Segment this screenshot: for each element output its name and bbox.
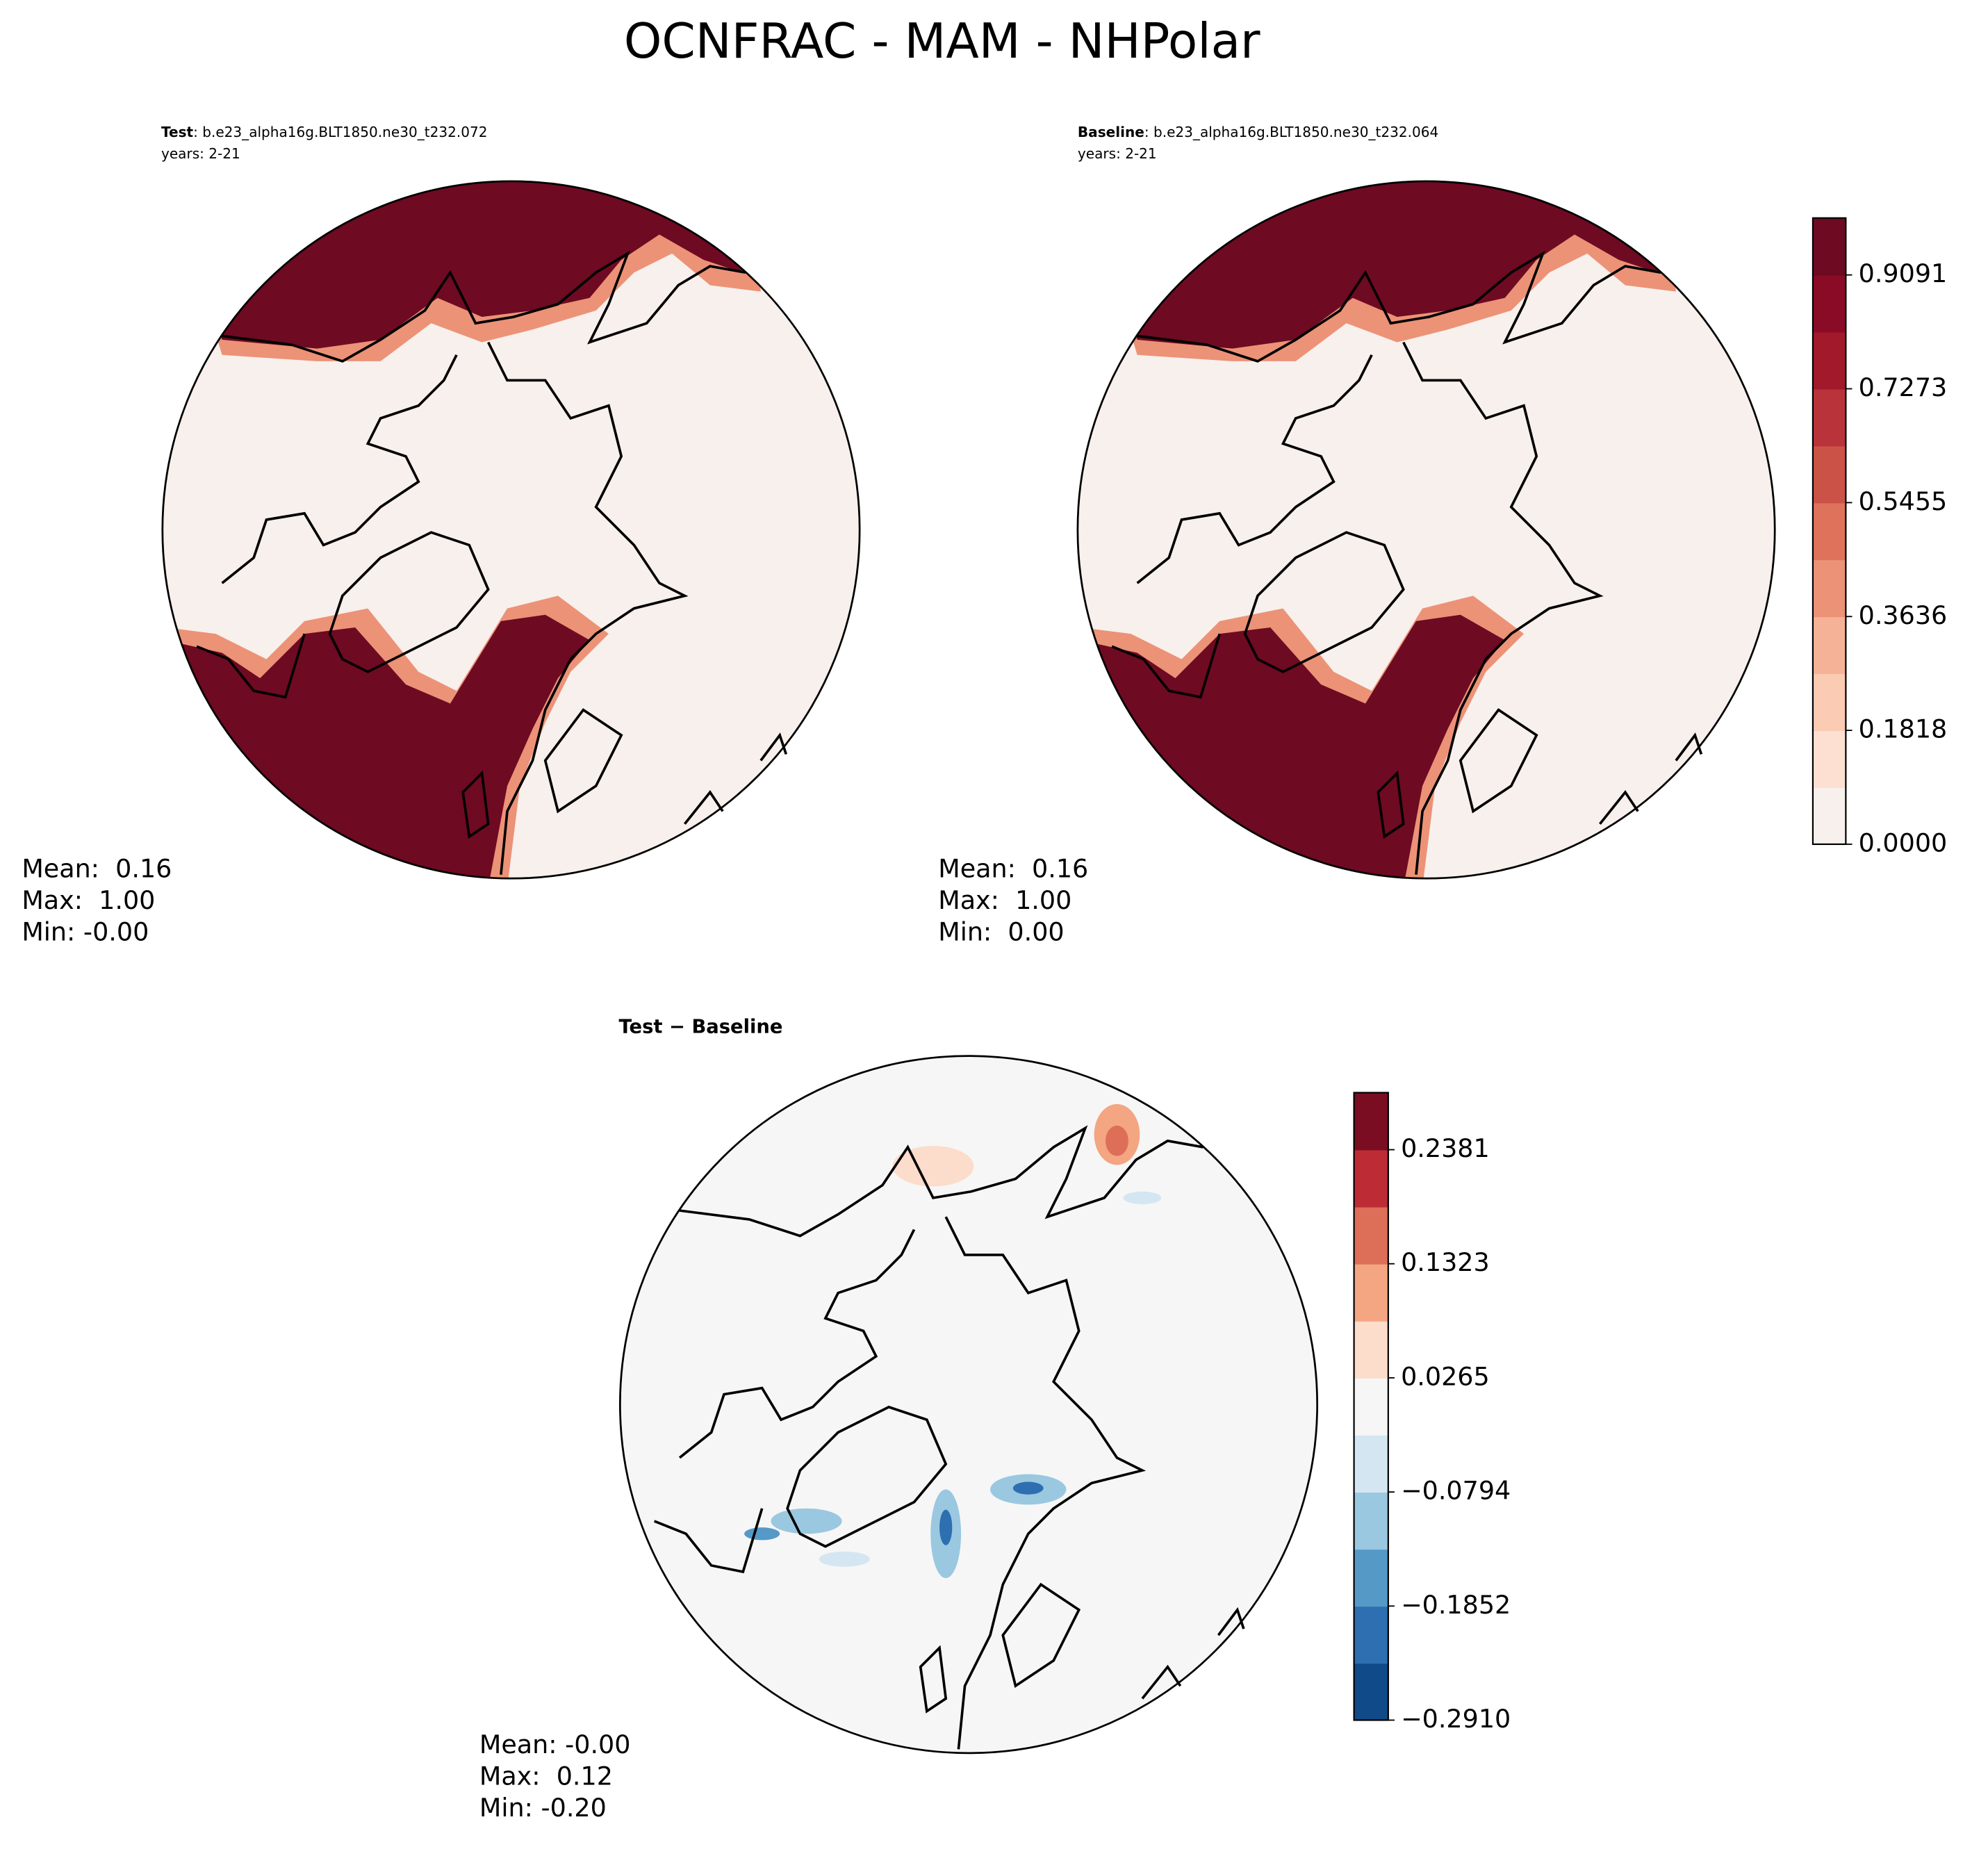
colorbar-frame [1812,217,1847,846]
map-panel [161,180,861,880]
panel-label: Baseline [1078,124,1144,140]
map-boundary [618,1055,1319,1755]
panel-header: Baseline: b.e23_alpha16g.BLT1850.ne30_t2… [1078,124,1438,140]
stat: Max: 0.12 [479,1761,613,1791]
years: years: 2-21 [1078,145,1157,162]
stat: Mean: 0.16 [938,853,1088,883]
colorbar-band [1812,616,1846,675]
colorbar-tick-label: 0.3636 [1859,600,1948,630]
map-field [620,1056,1317,1753]
stat: Max: 1.00 [22,885,155,915]
anomaly-blob [1012,1481,1044,1495]
colorbar-band [1354,1435,1388,1493]
map-panel [1076,180,1776,880]
stat: Max: 1.00 [938,885,1071,915]
stat: Min: 0.00 [938,917,1064,947]
anomaly-blob [939,1509,953,1545]
panel-header: Test: b.e23_alpha16g.BLT1850.ne30_t232.0… [161,124,488,140]
colorbar-band [1812,502,1846,561]
colorbar-band [1354,1377,1388,1436]
ocean-background [620,1056,1317,1753]
map-panel [618,1055,1319,1755]
stat: Mean: 0.16 [22,853,172,883]
colorbar-band [1812,787,1846,845]
colorbar-tick-label: 0.0265 [1401,1361,1490,1391]
colorbar-tick-label: −0.1852 [1401,1590,1511,1620]
stat: Min: -0.20 [479,1793,607,1823]
figure-title: OCNFRAC - MAM - NHPolar [624,14,1260,69]
colorbar-tick-label: 0.7273 [1859,372,1948,402]
colorbar-band [1812,274,1846,333]
case-name: : b.e23_alpha16g.BLT1850.ne30_t232.072 [193,124,487,140]
anomaly-blob [1123,1191,1162,1205]
colorbar-tick-label: −0.2910 [1401,1704,1511,1734]
colorbar-band [1812,331,1846,390]
colorbar-band [1354,1549,1388,1607]
colorbar-band [1354,1606,1388,1664]
colorbar-band [1812,388,1846,447]
anomaly-blob [771,1508,842,1534]
maps [161,180,1776,1755]
years: years: 2-21 [161,145,240,162]
colorbar-frame [1353,1092,1389,1721]
colorbar-band [1812,730,1846,788]
anomaly-blob [819,1551,870,1567]
stat: Mean: -0.00 [479,1730,631,1759]
anomaly-blob [744,1527,780,1541]
panel-label: Test − Baseline [619,1017,783,1038]
colorbar-band [1354,1492,1388,1550]
colorbar-band [1812,559,1846,618]
colorbar-band [1812,673,1846,731]
colorbar-band [1354,1149,1388,1208]
colorbar-band [1354,1263,1388,1322]
colorbar-tick-label: 0.1323 [1401,1247,1490,1277]
colorbar-band [1812,445,1846,504]
colorbar-band [1354,1206,1388,1265]
colorbar-tick-label: 0.2381 [1401,1133,1490,1163]
map-boundary [161,180,861,880]
case-name: : b.e23_alpha16g.BLT1850.ne30_t232.064 [1144,124,1438,140]
colorbar-band [1354,1320,1388,1379]
map-boundary [1076,180,1776,880]
colorbar-band [1812,217,1846,276]
stat: Min: -0.00 [22,917,149,947]
colorbar-band [1354,1092,1388,1151]
colorbar-tick-label: −0.0794 [1401,1476,1511,1506]
colorbar-band [1354,1663,1388,1721]
colorbars: 0.0000 0.1818 0.3636 0.5455 0.7273 0.9091 −0.2… [1353,217,1948,1734]
panel-label: Test [161,124,194,140]
colorbar-tick-label: 0.5455 [1859,486,1948,516]
colorbar-tick-label: 0.0000 [1859,828,1948,857]
colorbar-tick-label: 0.1818 [1859,714,1948,744]
colorbar-tick-label: 0.9091 [1859,258,1948,288]
anomaly-blob [1106,1125,1128,1156]
